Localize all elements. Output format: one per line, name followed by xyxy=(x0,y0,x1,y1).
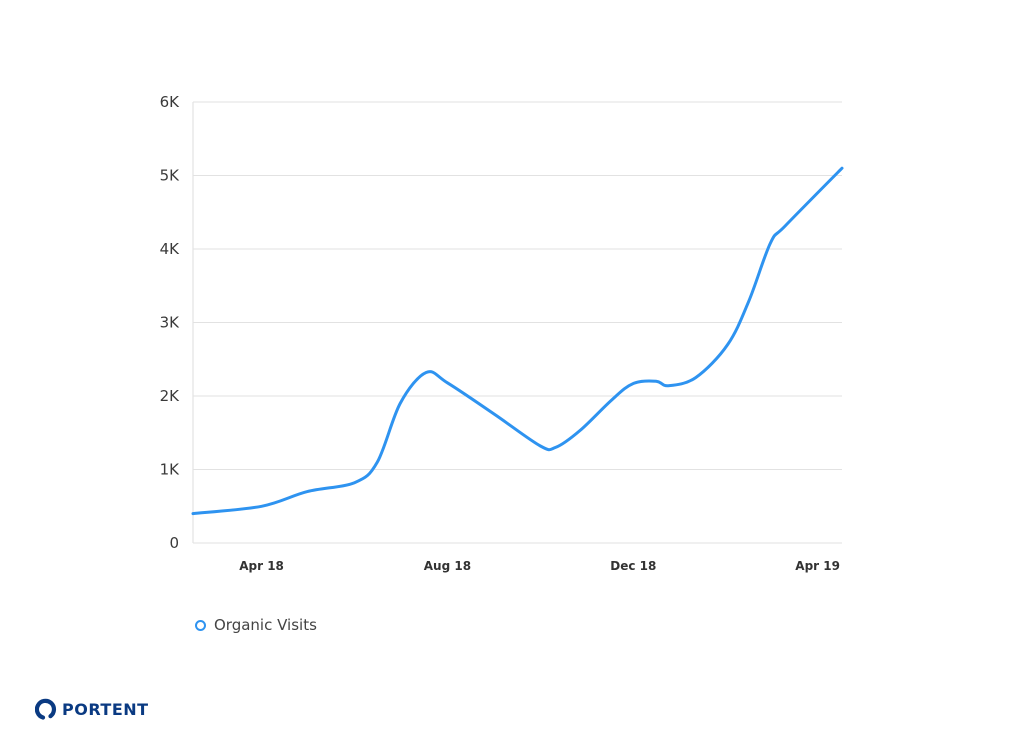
y-tick-label: 2K xyxy=(160,387,181,405)
line-chart: 0 1K 2K 3K 4K 5K 6K Apr 18 Aug 18 Dec 18 Apr 19 xyxy=(160,93,844,573)
legend[interactable]: Organic Visits xyxy=(195,616,317,634)
portent-logo-icon xyxy=(35,698,57,720)
y-tick-label: 5K xyxy=(160,167,181,185)
y-tick-label: 0 xyxy=(169,534,179,552)
grid-lines xyxy=(192,101,842,544)
x-tick-label: Dec 18 xyxy=(610,559,656,573)
y-tick-label: 4K xyxy=(160,240,181,258)
brand-name: PORTENT xyxy=(62,699,149,719)
y-tick-label: 6K xyxy=(160,93,181,111)
y-tick-label: 1K xyxy=(160,461,181,479)
legend-marker-organic-visits xyxy=(195,619,206,631)
x-axis-labels: Apr 18 Aug 18 Dec 18 Apr 19 xyxy=(239,559,840,573)
series-line-organic-visits xyxy=(191,166,844,516)
x-tick-label: Apr 18 xyxy=(239,559,284,573)
brand-logo: PORTENT xyxy=(35,698,149,720)
legend-label-organic-visits: Organic Visits xyxy=(214,616,317,634)
series-layer xyxy=(191,166,844,516)
x-tick-label: Aug 18 xyxy=(424,559,471,573)
y-axis-labels: 0 1K 2K 3K 4K 5K 6K xyxy=(160,93,181,552)
x-tick-label: Apr 19 xyxy=(795,559,840,573)
y-tick-label: 3K xyxy=(160,314,181,332)
